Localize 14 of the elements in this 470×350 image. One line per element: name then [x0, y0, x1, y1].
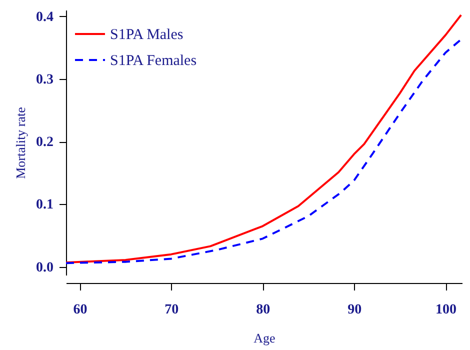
legend-label: S1PA Males	[110, 27, 184, 43]
y-tick-label: 0.0	[36, 260, 54, 276]
y-axis-title: Mortality rate	[13, 106, 28, 179]
x-axis-title: Age	[254, 330, 276, 346]
x-tick-label: 80	[256, 302, 270, 318]
y-tick-label: 0.1	[36, 198, 54, 213]
y-tick-label: 0.2	[36, 135, 54, 150]
x-tick-label: 70	[164, 302, 179, 318]
legend-label: S1PA Females	[110, 53, 197, 69]
y-tick-label: 0.3	[36, 72, 54, 88]
x-tick-label: 100	[436, 302, 457, 318]
x-tick-label: 90	[348, 302, 362, 318]
y-tick-label: 0.4	[36, 10, 54, 25]
x-tick-label: 60	[73, 302, 88, 318]
